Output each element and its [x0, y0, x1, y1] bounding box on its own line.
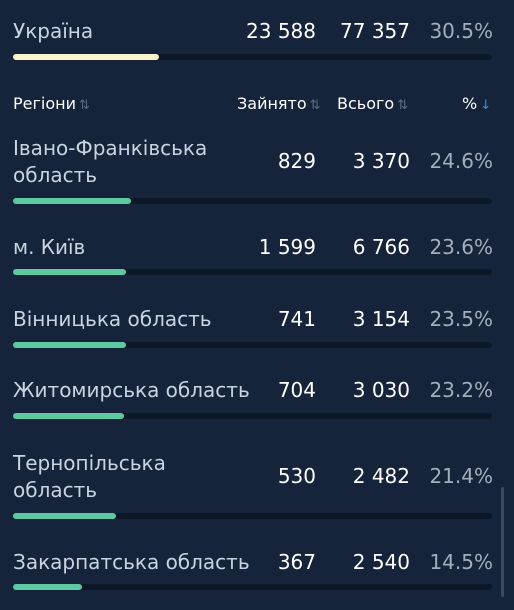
- region-busy-value: 1 599: [258, 235, 316, 259]
- header-region-label: Регіони: [13, 94, 76, 113]
- header-busy-label: Зайнято: [237, 94, 307, 113]
- country-progress-fill: [13, 54, 160, 60]
- region-percent-value: 21.4%: [429, 464, 493, 488]
- region-busy-value: 829: [277, 149, 316, 173]
- sort-updown-icon: ⇅: [79, 98, 90, 113]
- country-busy-value: 23 588: [246, 19, 316, 43]
- region-name-line2: область: [13, 478, 98, 502]
- region-name-line1: м. Київ: [13, 235, 86, 259]
- table-row[interactable]: Вінницька область 741 3 154 23.5%: [0, 306, 500, 352]
- country-name: Україна: [13, 19, 94, 43]
- region-progress-fill: [13, 342, 126, 348]
- table-row[interactable]: Закарпатська область 367 2 540 14.5%: [0, 549, 500, 595]
- region-name-line1: Житомирська область: [13, 378, 250, 402]
- country-total-value: 77 357: [340, 19, 410, 43]
- region-name-line1: Вінницька область: [13, 307, 212, 331]
- table-row[interactable]: Івано-Франківська область 829 3 370 24.6…: [0, 135, 500, 207]
- region-progress-fill: [13, 584, 83, 590]
- region-progress-fill: [13, 513, 116, 519]
- region-progress-fill: [13, 413, 125, 419]
- sort-updown-icon: ⇅: [309, 98, 321, 113]
- header-region-sort[interactable]: Регіони ⇅: [13, 92, 90, 118]
- region-progress-track: [13, 342, 492, 348]
- region-total-value: 3 154: [352, 307, 410, 331]
- region-total-value: 6 766: [352, 235, 410, 259]
- region-busy-value: 530: [277, 464, 316, 488]
- sort-down-arrow-icon: ↓: [480, 98, 492, 113]
- region-percent-value: 24.6%: [429, 149, 493, 173]
- country-progress-track: [13, 54, 492, 60]
- region-name-line2: область: [13, 163, 98, 187]
- region-progress-track: [13, 198, 492, 204]
- region-busy-value: 704: [277, 378, 316, 402]
- table-row[interactable]: Тернопільська область 530 2 482 21.4%: [0, 450, 500, 522]
- header-percent-sort[interactable]: % ↓: [462, 92, 491, 118]
- region-progress-track: [13, 513, 492, 519]
- region-progress-fill: [13, 269, 127, 275]
- region-busy-value: 367: [277, 550, 316, 574]
- region-percent-value: 23.5%: [429, 307, 493, 331]
- header-percent-label: %: [462, 94, 478, 113]
- region-percent-value: 23.6%: [429, 235, 493, 259]
- region-percent-value: 14.5%: [429, 550, 493, 574]
- region-name-line1: Тернопільська: [13, 451, 166, 475]
- table-header: Регіони ⇅ Зайнято ⇅ Всього ⇅ % ↓: [0, 92, 514, 118]
- region-percent-value: 23.2%: [429, 378, 493, 402]
- region-total-value: 3 030: [352, 378, 410, 402]
- table-row[interactable]: Житомирська область 704 3 030 23.2%: [0, 377, 500, 423]
- sort-updown-icon: ⇅: [397, 98, 409, 113]
- header-busy-sort[interactable]: Зайнято ⇅: [237, 92, 321, 118]
- region-progress-fill: [13, 198, 131, 204]
- region-total-value: 2 540: [352, 550, 410, 574]
- region-name-line1: Закарпатська область: [13, 550, 250, 574]
- vertical-scrollbar[interactable]: [501, 487, 504, 597]
- table-row[interactable]: м. Київ 1 599 6 766 23.6%: [0, 234, 500, 280]
- region-total-value: 3 370: [352, 149, 410, 173]
- region-name-line1: Івано-Франківська: [13, 136, 208, 160]
- region-progress-track: [13, 269, 492, 275]
- region-busy-value: 741: [277, 307, 316, 331]
- region-total-value: 2 482: [352, 464, 410, 488]
- region-progress-track: [13, 413, 492, 419]
- header-total-label: Всього: [337, 94, 395, 113]
- region-progress-track: [13, 584, 492, 590]
- header-total-sort[interactable]: Всього ⇅: [337, 92, 408, 118]
- country-percent-value: 30.5%: [429, 19, 493, 43]
- country-total-row: Україна 23 588 77 357 30.5%: [0, 0, 514, 68]
